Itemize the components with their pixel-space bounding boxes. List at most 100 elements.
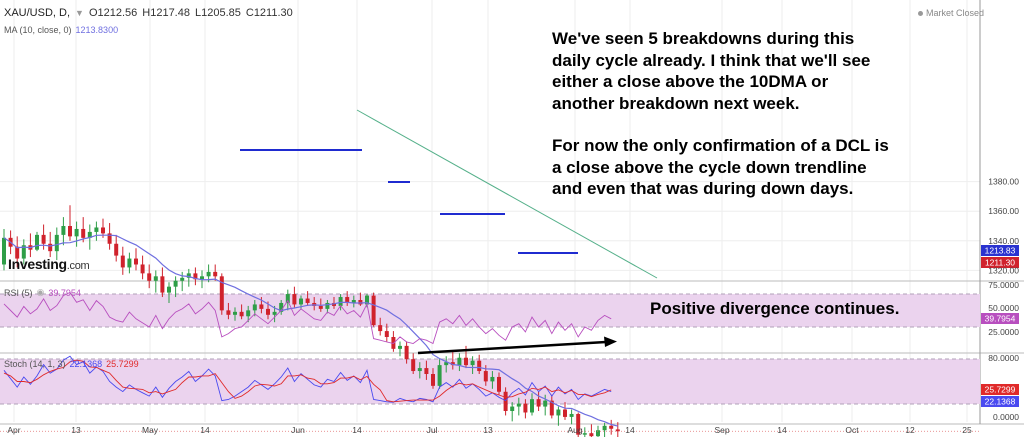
- brand-name: Investing: [8, 256, 67, 272]
- candle-body: [41, 234, 46, 244]
- candle-body: [365, 295, 369, 305]
- candle-body: [140, 264, 145, 274]
- candle-body: [134, 258, 138, 265]
- candle-body: [483, 371, 488, 382]
- rsi-value: 39.7954: [48, 287, 81, 298]
- candle-body: [173, 280, 178, 287]
- candle-body: [107, 233, 112, 244]
- candle-body: [94, 227, 99, 232]
- ma-price-tag: [981, 245, 1019, 256]
- candle-body: [48, 243, 53, 252]
- candle-body: [490, 376, 495, 382]
- candle-body: [15, 246, 20, 259]
- stoch-axis-label: 0.0000: [993, 412, 1019, 422]
- candle-body: [510, 406, 515, 411]
- candle-body: [411, 359, 416, 372]
- candle-body: [543, 400, 548, 407]
- market-status: Market Closed: [917, 8, 984, 18]
- candle-body: [609, 425, 614, 429]
- candle-body: [259, 304, 264, 309]
- commentary-line: daily cycle already. I think that we'll …: [552, 50, 871, 70]
- stoch-label[interactable]: Stoch (14, 1, 3): [4, 359, 66, 369]
- candle-body: [444, 362, 449, 366]
- eye-icon[interactable]: ◉: [36, 287, 45, 297]
- candle-body: [101, 227, 105, 234]
- commentary-line: another breakdown next week.: [552, 93, 800, 113]
- rsi-axis-label: 50.0000: [988, 303, 1019, 313]
- ma-label[interactable]: MA (10, close, 0): [4, 25, 72, 35]
- stoch-k-tag-text: 22.1368: [985, 397, 1016, 407]
- candle-body: [266, 308, 270, 315]
- rsi-label[interactable]: RSI (5): [4, 287, 33, 298]
- ma-price-tag-text: 1213.83: [985, 246, 1016, 256]
- candle-body: [167, 286, 171, 293]
- candle-body: [233, 311, 237, 315]
- close-value: C1211.30: [245, 7, 293, 19]
- candle-body: [596, 430, 600, 437]
- candle-body: [219, 276, 224, 311]
- candle-body: [318, 305, 323, 309]
- candle-body: [193, 273, 198, 280]
- rsi-value-tag-text: 39.7954: [985, 314, 1016, 324]
- candle-body: [470, 360, 475, 366]
- candle-body: [358, 300, 363, 305]
- investing-logo: Investing.com: [8, 256, 90, 272]
- ma-line: [3, 234, 618, 427]
- candle-body: [345, 297, 350, 303]
- candle-body: [292, 294, 297, 305]
- stoch-d-tag: [981, 384, 1019, 395]
- time-axis-label: 14: [200, 425, 210, 435]
- symbol-title[interactable]: XAU/USD, D,: [4, 7, 71, 19]
- candle-body: [563, 409, 567, 417]
- commentary-text: We've seen 5 breakdowns during this dail…: [552, 28, 889, 200]
- chevron-down-icon[interactable]: ▼: [75, 8, 84, 18]
- low-value: L1205.85: [194, 7, 241, 19]
- rsi-axis-label: 25.0000: [988, 327, 1019, 337]
- candle-body: [305, 298, 310, 303]
- stoch-legend: Stoch (14, 1, 3) 22.1368 25.7299: [4, 359, 139, 369]
- time-axis-label: Jul: [427, 425, 438, 435]
- candle-body: [206, 271, 211, 277]
- candle-body: [153, 276, 158, 281]
- candle-body: [272, 311, 277, 315]
- candle-body: [120, 255, 125, 268]
- candle-body: [351, 300, 356, 303]
- stoch-d-tag-text: 25.7299: [985, 385, 1016, 395]
- time-axis-label: Aug: [567, 425, 582, 435]
- chart-overlays: 1213.83 1211.30: [0, 109, 1019, 432]
- candle-body: [127, 258, 132, 268]
- time-axis-label: 14: [352, 425, 362, 435]
- candle-body: [252, 304, 257, 311]
- candle-body: [371, 295, 376, 326]
- candle-body: [378, 325, 383, 332]
- candle-body: [81, 228, 86, 238]
- stoch-band: [0, 359, 980, 404]
- candlestick-series[interactable]: [2, 205, 620, 437]
- candle-body: [536, 399, 541, 407]
- stoch-k-tag: [981, 396, 1019, 407]
- candle-body: [2, 237, 6, 265]
- time-axis-label: 13: [71, 425, 81, 435]
- time-axis-label: 14: [625, 425, 635, 435]
- candle-body: [516, 403, 521, 407]
- candle-body: [61, 226, 66, 235]
- candle-body: [437, 365, 442, 386]
- ma-legend: MA (10, close, 0) 1213.8300: [4, 25, 118, 35]
- stoch-k-value: 22.1368: [69, 359, 103, 369]
- status-dot-icon: [917, 11, 923, 17]
- candle-body: [332, 302, 336, 306]
- candle-body: [200, 276, 204, 280]
- commentary-line: We've seen 5 breakdowns during this: [552, 29, 855, 48]
- candle-body: [147, 273, 152, 281]
- rsi-value-tag: [981, 313, 1019, 324]
- candle-body: [74, 228, 79, 237]
- candle-body: [424, 368, 429, 374]
- open-value: O1212.56: [88, 7, 138, 19]
- candle-body: [325, 302, 330, 309]
- time-axis-label: 12: [905, 425, 915, 435]
- symbol-header: XAU/USD, D, ▼ O1212.56 H1217.48 L1205.85…: [4, 7, 293, 19]
- stoch-axis-label: 80.0000: [988, 353, 1019, 363]
- candle-body: [213, 271, 218, 277]
- candle-body: [35, 234, 39, 250]
